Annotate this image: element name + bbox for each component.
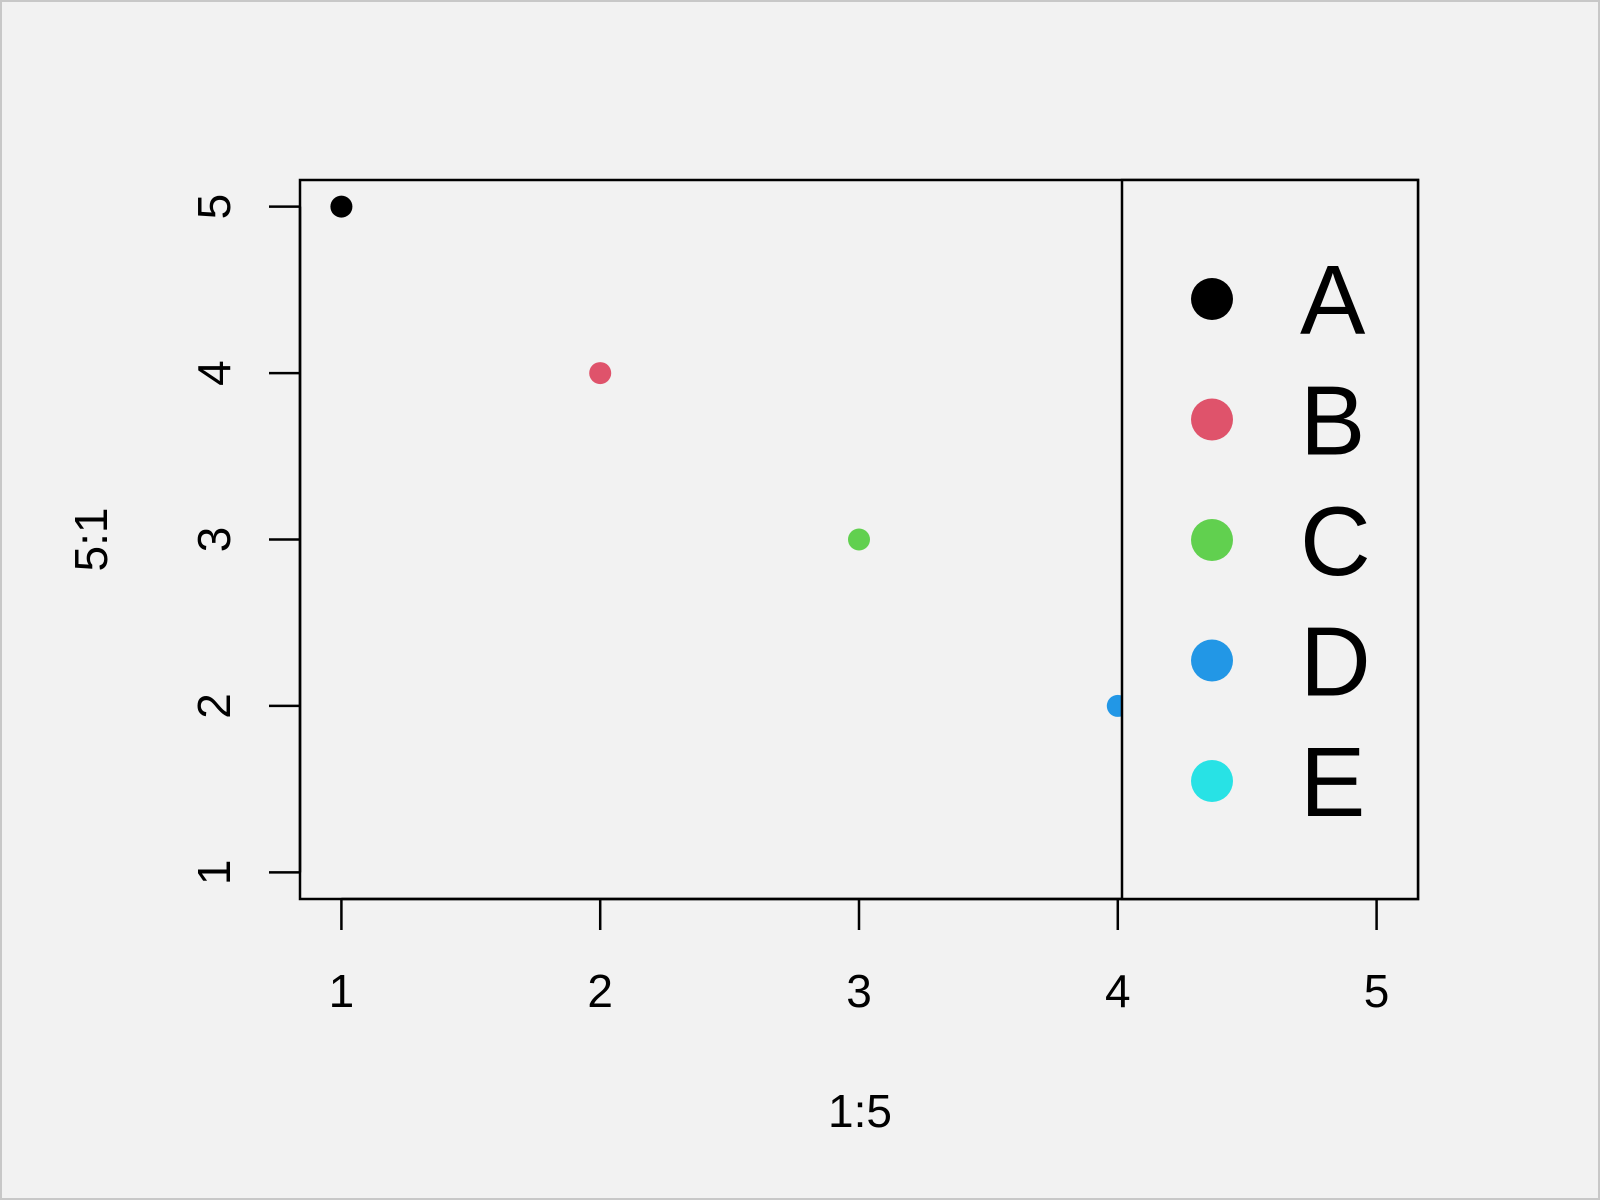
legend-box <box>1120 178 1420 901</box>
y-tick-label-4: 4 <box>188 360 240 386</box>
legend-label-E: E <box>1300 727 1365 837</box>
data-point-2 <box>589 362 612 385</box>
y-tick-label-3: 3 <box>188 527 240 553</box>
legend-label-A: A <box>1300 245 1366 355</box>
x-axis-title: 1:5 <box>828 1085 892 1137</box>
legend-label-D: D <box>1300 607 1371 717</box>
y-tick-label-2: 2 <box>188 693 240 719</box>
x-tick-label-1: 1 <box>329 965 355 1017</box>
legend-marker-E <box>1191 760 1233 802</box>
data-point-1 <box>330 195 353 218</box>
legend-marker-D <box>1191 639 1233 682</box>
legend-marker-A <box>1191 278 1233 320</box>
legend-label-B: B <box>1300 366 1365 476</box>
x-axis: 1 2 3 4 5 <box>329 897 1390 1017</box>
legend-marker-C <box>1191 519 1233 561</box>
y-tick-label-1: 1 <box>188 860 240 886</box>
x-tick-label-5: 5 <box>1364 965 1390 1017</box>
y-tick-label-5: 5 <box>188 194 240 220</box>
x-tick-label-3: 3 <box>846 965 872 1017</box>
x-tick-label-4: 4 <box>1105 965 1131 1017</box>
y-axis-title: 5:1 <box>65 508 117 572</box>
y-axis: 1 2 3 4 5 <box>188 194 302 886</box>
x-tick-label-2: 2 <box>587 965 613 1017</box>
legend-label-C: C <box>1300 486 1371 596</box>
legend-marker-B <box>1191 398 1233 441</box>
data-point-3 <box>848 528 870 551</box>
